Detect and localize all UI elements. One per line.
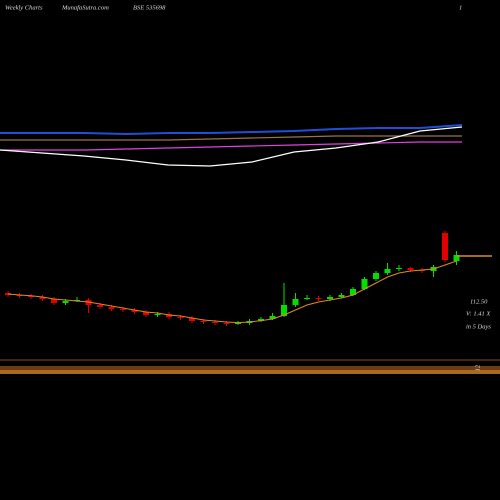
candle-body	[39, 297, 46, 299]
candle-body	[373, 273, 379, 279]
candle-body	[350, 289, 356, 295]
indicator-line	[0, 141, 462, 151]
candle-body	[223, 323, 230, 324]
volume-band	[0, 366, 500, 370]
header-text: MunafaSutra.com	[61, 4, 109, 11]
candle-body	[97, 305, 103, 307]
candle-body	[361, 279, 368, 289]
price-label: 112.50	[470, 298, 488, 305]
volume-note: V: 1.41 X	[466, 310, 491, 317]
candle-body	[235, 323, 241, 324]
candle-body	[407, 268, 414, 270]
indicator-line	[0, 126, 463, 167]
candle-body	[258, 319, 264, 321]
candle-body	[131, 310, 138, 312]
candle-body	[453, 255, 460, 261]
header-text: 1	[459, 4, 462, 11]
candle-body	[292, 299, 299, 305]
candle-body	[154, 314, 161, 315]
candle-body	[200, 321, 207, 322]
candle-body	[108, 307, 115, 309]
candle-body	[28, 296, 34, 297]
candle-body	[384, 269, 391, 273]
volume-band	[0, 370, 500, 374]
candle-body	[177, 317, 184, 318]
candle-body	[143, 312, 149, 315]
indicator-line	[0, 124, 463, 136]
volume-label: 12	[474, 364, 481, 371]
candle-body	[304, 298, 310, 299]
candle-body	[212, 322, 218, 323]
candle-body	[396, 268, 402, 269]
header-text: BSE 535698	[133, 4, 166, 11]
candle-body	[120, 309, 126, 310]
candle-body	[189, 318, 195, 321]
candle-body	[281, 305, 287, 316]
candle-body	[315, 298, 322, 299]
candle-body	[338, 295, 345, 297]
candle-body	[269, 316, 276, 319]
indicator-line	[0, 135, 462, 141]
candle-body	[62, 301, 69, 303]
candle-body	[442, 233, 448, 260]
header-text: Weekly Charts	[5, 4, 43, 11]
candle-body	[327, 297, 333, 299]
volume-note: in 5 Days	[466, 323, 491, 330]
candle-body	[51, 299, 57, 303]
moving-average	[7, 260, 457, 324]
